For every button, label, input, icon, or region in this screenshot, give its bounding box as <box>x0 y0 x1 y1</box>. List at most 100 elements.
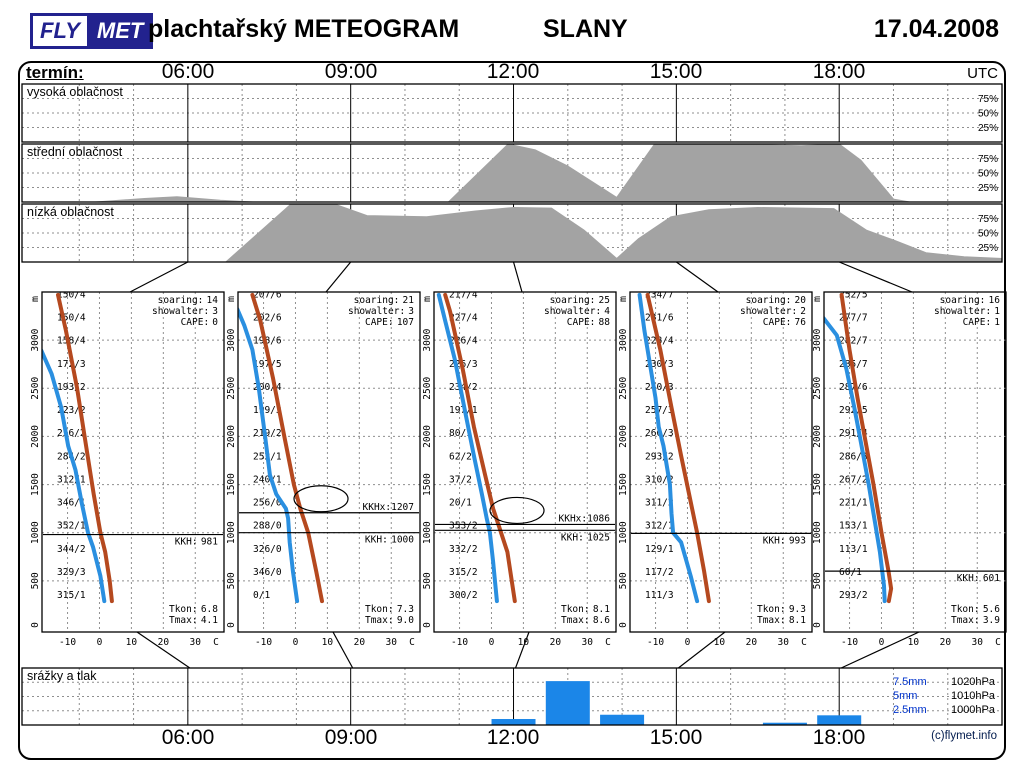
wind-label: 332/2 <box>449 544 478 555</box>
alt-tick-label: 2500 <box>30 377 41 400</box>
alt-unit-label: m <box>226 296 237 302</box>
precip-bar <box>817 715 862 725</box>
sounding-frame <box>41 291 225 633</box>
alt-tick-label: 0 <box>812 622 823 628</box>
kkhx-label: KKHx:1086 <box>559 513 611 524</box>
legend-mm-value: 5mm <box>893 690 918 702</box>
percent-tick-label: 75% <box>978 94 998 105</box>
utc-label: UTC <box>967 65 998 82</box>
high_clouds-panel: 75% 50% 25% <box>21 83 1003 143</box>
wind-label: 315/2 <box>449 567 478 578</box>
wind-label: 158/4 <box>57 336 86 347</box>
outer-border <box>18 61 1006 760</box>
alt-tick-label: 0 <box>422 622 433 628</box>
alt-tick-label: 3000 <box>618 328 629 351</box>
time-label-top: 09:00 <box>324 60 378 83</box>
index-value: 14 <box>207 295 219 306</box>
wind-label: 113/1 <box>839 544 868 555</box>
alt-tick-label: 2500 <box>618 377 629 400</box>
temp-tick-label: 10 <box>322 637 334 648</box>
temp-stat-label: Tmax: <box>757 615 786 626</box>
time-label-bottom: 18:00 <box>812 726 866 749</box>
wind-label: 288/0 <box>253 521 282 532</box>
temp-tick-label: 0 <box>97 637 103 648</box>
sounding-panel-06:00: 150/4150/4158/4172/3193/2223/2256/2284/2… <box>30 291 225 648</box>
temp-stat-value: 5.6 <box>983 604 1000 615</box>
wind-label: 117/2 <box>645 567 674 578</box>
temp-tick-label: 30 <box>386 637 398 648</box>
temp-stat-label: Tmax: <box>365 615 394 626</box>
index-value: 1 <box>994 306 1000 317</box>
temp-tick-label: 30 <box>190 637 202 648</box>
precip-bar <box>545 681 590 725</box>
percent-tick-label: 25% <box>978 243 998 254</box>
wind-label: 277/7 <box>839 313 868 324</box>
temp-tick-label: 20 <box>746 637 758 648</box>
kkh-label: KKH: <box>957 573 980 584</box>
percent-tick-label: 25% <box>978 123 998 134</box>
temp-tick-label: 20 <box>550 637 562 648</box>
wind-label: 150/4 <box>57 313 86 324</box>
temp-stat-value: 7.3 <box>397 604 414 615</box>
kkhx-label: KKHx:1207 <box>363 502 414 513</box>
dewpoint-curve <box>824 316 887 604</box>
wind-label: 129/1 <box>645 544 674 555</box>
cloud-cover-area <box>95 143 910 203</box>
kkh-label: KKH: <box>365 535 388 546</box>
alt-tick-label: 3000 <box>812 328 823 351</box>
sounding-panel-09:00: 207/6202/6198/6197/5200/4199/3219/2252/1… <box>226 290 421 648</box>
alt-unit-label: m <box>618 296 629 302</box>
alt-tick-label: 500 <box>30 572 41 589</box>
temp-stat-value: 6.8 <box>201 604 218 615</box>
wind-label: 312/1 <box>645 521 674 532</box>
wind-label: 282/7 <box>839 336 868 347</box>
wind-label: 311/2 <box>645 498 674 509</box>
wind-label: 240/3 <box>645 382 674 393</box>
index-label: CAPE: <box>963 317 992 328</box>
alt-tick-label: 0 <box>618 622 629 628</box>
sounding-frame <box>237 291 421 633</box>
alt-tick-label: 3000 <box>226 328 237 351</box>
wind-label: 315/1 <box>57 590 86 601</box>
wind-label: 256/2 <box>57 428 86 439</box>
alt-tick-label: 0 <box>226 622 237 628</box>
copyright-text: (c)flymet.info <box>931 730 997 742</box>
alt-tick-label: 2000 <box>812 425 823 448</box>
temp-stat-value: 4.1 <box>201 615 218 626</box>
wind-label: 199/3 <box>253 405 282 416</box>
wind-label: 346/0 <box>253 567 282 578</box>
wind-label: 352/1 <box>57 521 86 532</box>
alt-unit-label: m <box>30 296 41 302</box>
cumulus-symbol <box>293 485 349 513</box>
percent-tick-label: 25% <box>978 183 998 194</box>
alt-tick-label: 1500 <box>618 473 629 496</box>
alt-tick-label: 3000 <box>422 328 433 351</box>
wind-label: 344/2 <box>57 544 86 555</box>
wind-label: 252/5 <box>839 290 868 301</box>
kkh-value: 601 <box>983 573 1000 584</box>
temp-tick-label: 0 <box>879 637 885 648</box>
wind-label: 300/2 <box>449 590 478 601</box>
kkh-value: 1025 <box>587 532 610 543</box>
dewpoint-curve <box>42 348 107 604</box>
alt-tick-label: 2000 <box>618 425 629 448</box>
temp-tick-label: -10 <box>451 637 468 648</box>
temp-unit-label: C <box>409 637 415 648</box>
legend-hpa-value: 1000hPa <box>950 704 995 716</box>
time-label-bottom: 09:00 <box>324 726 378 749</box>
temp-tick-label: 20 <box>158 637 170 648</box>
time-label-top: 18:00 <box>812 60 866 83</box>
wind-label: 207/6 <box>253 290 282 301</box>
sounding-panel-18:00: 252/5277/7282/7285/7287/6292/5291/4286/3… <box>812 290 1007 648</box>
wind-label: 346/1 <box>57 498 86 509</box>
legend-mm-value: 2.5mm <box>893 704 927 716</box>
temp-stat-label: Tkon: <box>365 604 394 615</box>
bottom-connector-line <box>136 631 191 669</box>
temperature-curve <box>56 292 114 604</box>
temp-tick-label: -10 <box>59 637 76 648</box>
kkh-value: 993 <box>789 535 806 546</box>
alt-tick-label: 1500 <box>812 473 823 496</box>
low-clouds-title: nízká oblačnost <box>27 205 114 219</box>
dewpoint-curve <box>637 292 700 604</box>
